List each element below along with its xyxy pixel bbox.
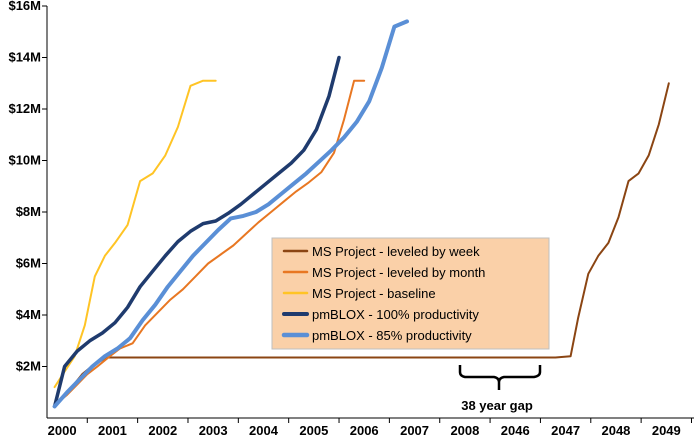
- y-tick-label: $8M: [16, 204, 41, 219]
- x-tick-label: 2002: [148, 423, 177, 438]
- x-tick-label: 2003: [199, 423, 228, 438]
- series-line-4: [52, 55, 341, 409]
- x-tick-label: 2007: [400, 423, 429, 438]
- legend-entry-label: MS Project - baseline: [312, 286, 436, 301]
- plot-area: [46, 6, 694, 419]
- series-lines: [52, 19, 670, 409]
- y-tick-label: $2M: [16, 359, 41, 374]
- legend: MS Project - leveled by week MS Project -…: [271, 237, 550, 350]
- x-tick-label: 2006: [350, 423, 379, 438]
- y-tick-label: $14M: [8, 50, 41, 65]
- legend-entry-label: MS Project - leveled by month: [312, 265, 485, 280]
- series-line-3: [53, 79, 217, 389]
- series-line-5: [52, 19, 409, 409]
- x-axis: 2000 2001 2002 2003 2004 2005 2006 2007 2008 2046…: [48, 418, 692, 438]
- y-axis: $2M $4M $6M $8M $10M $12M $14M $16M: [8, 0, 47, 374]
- y-tick-label: $12M: [8, 101, 41, 116]
- legend-entry-label: pmBLOX - 100% productivity: [312, 307, 479, 322]
- x-tick-label: 2001: [98, 423, 127, 438]
- x-tick-label: 2047: [551, 423, 580, 438]
- x-tick-label: 2049: [652, 423, 681, 438]
- gap-brace: [458, 365, 542, 390]
- legend-box: [271, 237, 550, 350]
- x-tick-label: 2005: [299, 423, 328, 438]
- gap-annotation-text: 38 year gap: [461, 398, 533, 413]
- y-tick-label: $16M: [8, 0, 41, 13]
- y-tick-label: $6M: [16, 256, 41, 271]
- series-line-2: [53, 79, 366, 407]
- x-tick-label: 2000: [48, 423, 77, 438]
- x-tick-label: 2008: [450, 423, 479, 438]
- x-tick-label: 2048: [601, 423, 630, 438]
- x-tick-label: 2004: [249, 423, 279, 438]
- legend-entry-label: MS Project - leveled by week: [312, 244, 480, 259]
- y-tick-label: $4M: [16, 307, 41, 322]
- gap-annotation: 38 year gap: [458, 365, 542, 413]
- legend-entry-label: pmBLOX - 85% productivity: [312, 328, 472, 343]
- x-tick-label: 2046: [501, 423, 530, 438]
- y-tick-label: $10M: [8, 153, 41, 168]
